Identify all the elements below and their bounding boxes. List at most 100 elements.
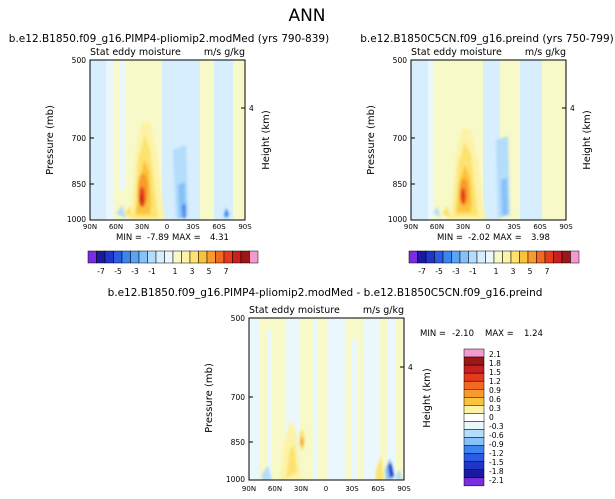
colorbar-swatch bbox=[198, 250, 208, 264]
min-value: -2.02 bbox=[468, 233, 490, 243]
x-tick-60N: 60N bbox=[109, 223, 123, 231]
x-tick-0: 0 bbox=[165, 223, 169, 231]
colorbar-swatch bbox=[536, 250, 546, 264]
min-value: -2.10 bbox=[452, 329, 474, 339]
colorbar-swatch bbox=[215, 250, 225, 264]
colorbar-labels: 2.1 1.8 1.5 1.2 0.9 0.6 0.3 0 -0.3 -0.6 … bbox=[489, 350, 504, 485]
panel-title: b.e12.B1850.f09_g16.PIMP4-pliomip2.modMe… bbox=[9, 33, 329, 45]
y-axis-title: Pressure (mb) bbox=[45, 105, 56, 175]
colorbar-swatch bbox=[164, 250, 174, 264]
y-ticks: 500 700 850 1000 4 bbox=[226, 314, 413, 484]
max-value: 4.31 bbox=[210, 233, 229, 243]
colorbar-label: -0.6 bbox=[489, 431, 504, 440]
heatmap-field bbox=[249, 318, 404, 480]
x-tick-30S: 30S bbox=[507, 223, 521, 231]
x-tick-90N: 90N bbox=[404, 223, 418, 231]
y-axis-title: Pressure (mb) bbox=[366, 105, 377, 175]
colorbar-label: -7 bbox=[418, 267, 426, 276]
colorbar-label: 1.8 bbox=[489, 359, 501, 368]
max-value: 1.24 bbox=[524, 329, 543, 339]
colorbar-swatch bbox=[485, 250, 495, 264]
y-tick-1000: 1000 bbox=[388, 215, 407, 224]
max-label: MAX = bbox=[493, 233, 522, 243]
colorbar-swatch bbox=[463, 380, 485, 390]
x-tick-0: 0 bbox=[324, 485, 328, 493]
colorbar-swatch bbox=[463, 461, 485, 471]
panel-subtitle-right: m/s g/kg bbox=[363, 305, 404, 316]
colorbar-swatch bbox=[527, 250, 537, 264]
y-ticks: 500 700 850 1000 4 bbox=[67, 56, 254, 224]
colorbar-swatch bbox=[417, 250, 427, 264]
x-ticks: 90N 60N 30N 0 30S 60S 90S bbox=[404, 223, 573, 231]
colorbar-label: -0.3 bbox=[489, 422, 504, 431]
colorbar-swatch bbox=[463, 429, 485, 438]
colorbar-swatch bbox=[113, 250, 123, 264]
x-ticks: 90N 60N 30N 0 30S 60S 90S bbox=[242, 485, 411, 493]
x-tick-90S: 90S bbox=[397, 485, 411, 493]
y-tick-1000: 1000 bbox=[226, 475, 245, 484]
colorbar-swatch bbox=[155, 250, 165, 264]
colorbar-label: -7 bbox=[97, 267, 105, 276]
heatmap-field bbox=[90, 60, 245, 220]
y-tick-1000: 1000 bbox=[67, 215, 86, 224]
y-axis-right-title: Height (km) bbox=[582, 110, 593, 170]
y-axis-right-title: Height (km) bbox=[422, 368, 433, 428]
max-value: 3.98 bbox=[531, 233, 550, 243]
x-tick-60S: 60S bbox=[533, 223, 547, 231]
colorbar-label: -5 bbox=[435, 267, 443, 276]
x-tick-30N: 30N bbox=[294, 485, 308, 493]
page-title: ANN bbox=[288, 6, 325, 26]
colorbar-label: 7 bbox=[224, 267, 229, 276]
colorbar-swatch bbox=[442, 250, 452, 264]
y-tick-700: 700 bbox=[231, 393, 246, 402]
colorbar-swatch bbox=[463, 453, 485, 462]
colorbar-swatch bbox=[104, 250, 114, 264]
panel-subtitle-right: m/s g/kg bbox=[204, 47, 245, 58]
panel-subtitle-left: Stat eddy moisture bbox=[411, 47, 502, 58]
colorbar-label: -3 bbox=[452, 267, 460, 276]
colorbar-swatch bbox=[553, 250, 563, 264]
panel-difference: b.e12.B1850.f09_g16.PIMP4-pliomip2.modMe… bbox=[108, 287, 543, 493]
colorbar-swatch bbox=[459, 250, 469, 264]
colorbar-swatch bbox=[463, 397, 485, 406]
colorbar-swatch bbox=[240, 250, 250, 264]
y-right-tick-4: 4 bbox=[570, 104, 575, 113]
x-tick-30S: 30S bbox=[345, 485, 359, 493]
plot-frame bbox=[89, 59, 246, 221]
colorbar-swatch bbox=[463, 372, 485, 382]
colorbar-swatch bbox=[249, 250, 259, 264]
colorbar-swatch bbox=[87, 250, 97, 264]
max-label: MAX = bbox=[485, 329, 514, 339]
y-tick-500: 500 bbox=[393, 56, 408, 65]
colorbar-label: 0 bbox=[489, 413, 494, 422]
x-tick-30S: 30S bbox=[186, 223, 200, 231]
x-tick-90N: 90N bbox=[83, 223, 97, 231]
colorbar-swatch bbox=[463, 437, 485, 446]
colorbar-label: -1.2 bbox=[489, 449, 504, 458]
y-tick-850: 850 bbox=[393, 180, 408, 189]
colorbar-swatch bbox=[463, 421, 485, 430]
x-tick-60S: 60S bbox=[371, 485, 385, 493]
x-tick-90S: 90S bbox=[559, 223, 573, 231]
colorbar-label: -3 bbox=[131, 267, 139, 276]
colorbar bbox=[408, 250, 580, 264]
colorbar-swatch bbox=[408, 250, 418, 264]
y-tick-700: 700 bbox=[72, 134, 87, 143]
colorbar-label: 1 bbox=[173, 267, 178, 276]
colorbar-swatch bbox=[147, 250, 157, 264]
colorbar-swatch bbox=[463, 445, 485, 454]
colorbar-swatch bbox=[544, 250, 554, 264]
colorbar-label: -1.5 bbox=[489, 458, 504, 467]
colorbar-swatch bbox=[476, 250, 486, 264]
colorbar-label: -5 bbox=[114, 267, 122, 276]
min-label: MIN = bbox=[116, 233, 142, 243]
x-tick-60S: 60S bbox=[212, 223, 226, 231]
colorbar-swatch bbox=[96, 250, 106, 264]
colorbar-swatch bbox=[206, 250, 216, 264]
colorbar-label: 0.6 bbox=[489, 395, 501, 404]
colorbar-swatch bbox=[519, 250, 529, 264]
min-label: MIN = bbox=[437, 233, 463, 243]
colorbar-label: -1 bbox=[469, 267, 477, 276]
x-tick-30N: 30N bbox=[456, 223, 470, 231]
